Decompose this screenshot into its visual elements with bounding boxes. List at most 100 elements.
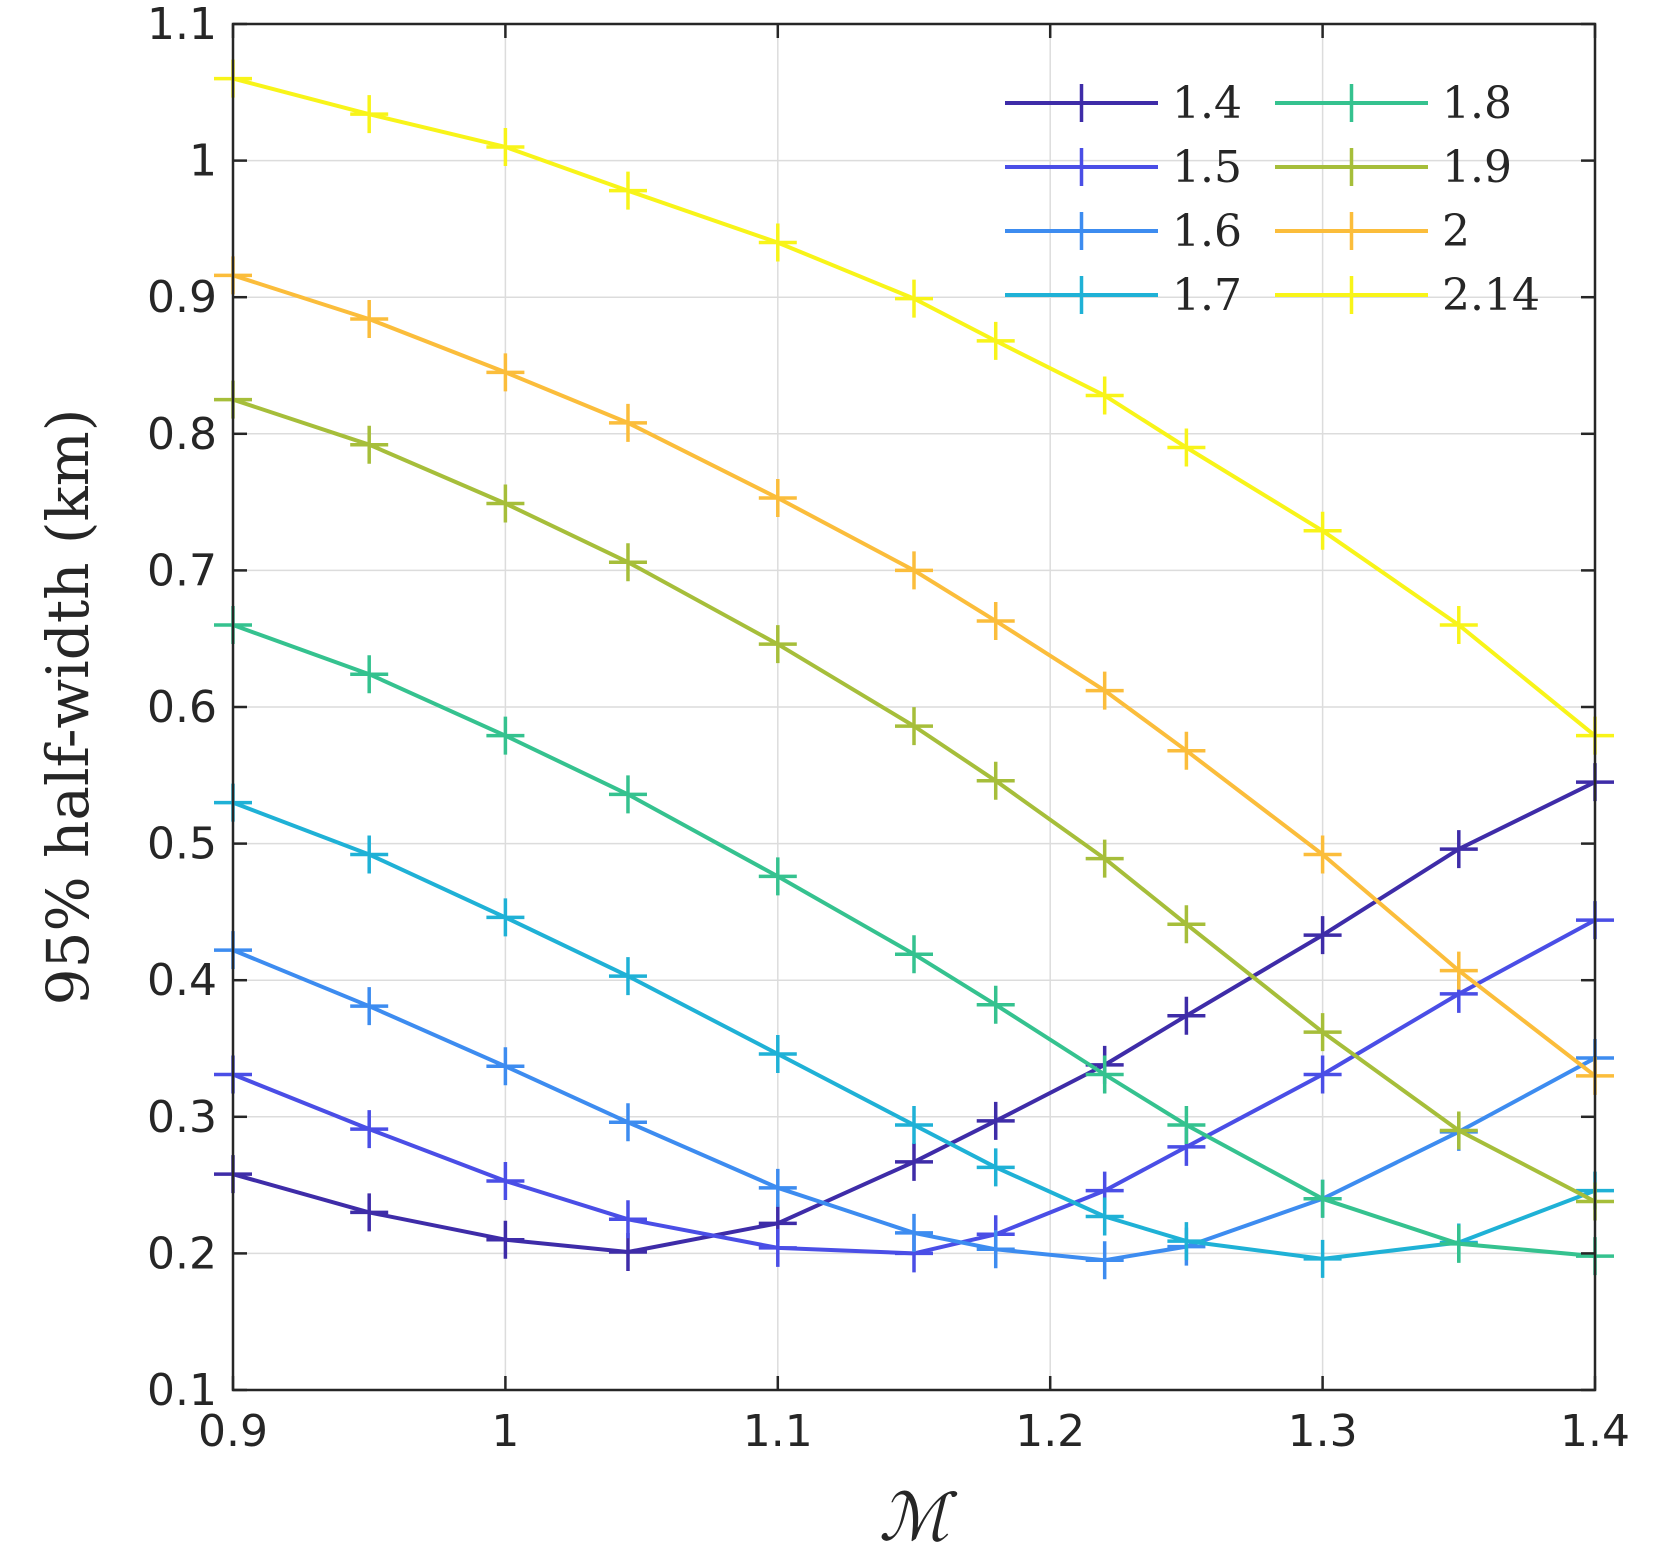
axis-ticks: 0.9 1 1.1 1.2 1.3 1.4 0.1 0.2 0.3 0.4 0.5 0.6 0.7 0.8…	[147, 0, 1630, 1457]
data-point-marker	[608, 171, 647, 210]
data-point-marker	[976, 321, 1015, 360]
legend: 1.4 1.5 1.6 1.7 1.8 1.9 2 2.14	[1005, 78, 1540, 321]
data-point-marker	[350, 835, 389, 874]
data-point-marker	[758, 1034, 797, 1073]
legend-label: 1.7	[1172, 270, 1242, 321]
y-tick-label: 0.3	[147, 1092, 217, 1143]
legend-entry: 1.5	[1005, 142, 1242, 193]
legend-label: 1.4	[1172, 78, 1242, 129]
legend-label: 1.6	[1172, 206, 1242, 257]
series-1-4	[214, 763, 1614, 1272]
legend-marker	[1062, 276, 1101, 314]
data-point-marker	[758, 479, 797, 518]
data-point-marker	[1439, 951, 1478, 990]
legend-entry: 1.4	[1005, 78, 1242, 129]
data-point-marker	[350, 1110, 389, 1149]
data-point-marker	[486, 353, 525, 392]
legend-label: 1.9	[1442, 142, 1512, 193]
y-tick-label: 0.2	[147, 1228, 217, 1279]
y-tick-label: 0.8	[147, 409, 217, 460]
y-tick-label: 1	[189, 136, 217, 187]
legend-marker	[1332, 212, 1371, 250]
data-point-marker	[486, 127, 525, 166]
data-point-marker	[1439, 830, 1478, 869]
legend-marker	[1062, 212, 1101, 250]
legend-marker	[1332, 276, 1371, 314]
data-point-marker	[1439, 606, 1478, 645]
data-point-marker	[1167, 1222, 1206, 1261]
data-point-marker	[895, 707, 933, 746]
data-point-marker	[976, 985, 1015, 1024]
data-point-marker	[1167, 428, 1206, 467]
y-tick-label: 1.1	[147, 0, 217, 50]
data-point-marker	[1303, 1239, 1342, 1278]
legend-entry: 1.7	[1005, 270, 1242, 321]
data-point-marker	[1303, 1055, 1342, 1094]
data-point-marker	[608, 543, 647, 582]
legend-entry: 1.6	[1005, 206, 1242, 257]
data-point-marker	[895, 935, 933, 974]
data-point-marker	[1303, 1013, 1342, 1052]
data-point-marker	[350, 425, 389, 464]
data-point-marker	[1085, 1241, 1124, 1280]
data-point-marker	[895, 279, 933, 318]
data-point-marker	[608, 1200, 647, 1239]
data-point-marker	[1085, 1197, 1124, 1236]
series-line	[232, 918, 1596, 1256]
data-point-marker	[486, 1162, 525, 1200]
y-tick-label: 0.7	[147, 545, 217, 596]
data-point-marker	[976, 1230, 1015, 1269]
x-axis-label: ℳ	[879, 1479, 958, 1556]
data-point-marker	[350, 655, 389, 694]
data-point-marker	[1085, 376, 1124, 415]
data-point-marker	[486, 484, 525, 523]
data-point-marker	[895, 1142, 933, 1181]
y-tick-label: 0.1	[147, 1365, 217, 1416]
data-point-marker	[350, 1193, 389, 1232]
data-point-marker	[608, 775, 647, 814]
data-point-marker	[1167, 731, 1206, 770]
data-point-marker	[895, 1213, 933, 1252]
data-point-marker	[1085, 839, 1124, 878]
legend-entry: 1.9	[1275, 142, 1512, 193]
data-point-marker	[486, 1220, 525, 1259]
data-point-marker	[608, 1233, 647, 1272]
data-point-marker	[1303, 1179, 1342, 1218]
legend-label: 2	[1442, 206, 1470, 257]
data-point-marker	[758, 1168, 797, 1207]
data-point-marker	[758, 1228, 797, 1267]
x-tick-label: 0.9	[198, 1406, 268, 1457]
data-point-marker	[486, 1047, 525, 1086]
legend-marker	[1332, 84, 1371, 122]
data-point-marker	[1303, 916, 1342, 955]
data-point-marker	[758, 223, 797, 262]
x-tick-label: 1	[491, 1406, 519, 1457]
data-point-marker	[1085, 1055, 1124, 1094]
y-tick-label: 0.6	[147, 682, 217, 733]
data-point-marker	[895, 551, 933, 590]
legend-entry: 2	[1275, 206, 1470, 257]
y-axis-label: 95% half-width (km)	[34, 409, 102, 1006]
x-tick-label: 1.2	[1015, 1406, 1085, 1457]
data-point-marker	[976, 1101, 1015, 1140]
legend-label: 2.14	[1442, 270, 1540, 321]
legend-entry: 2.14	[1275, 270, 1540, 321]
legend-marker	[1062, 84, 1101, 122]
data-point-marker	[1167, 905, 1206, 944]
data-point-marker	[350, 987, 389, 1026]
data-point-marker	[486, 898, 525, 937]
legend-marker	[1062, 148, 1101, 186]
data-point-marker	[486, 716, 525, 755]
series-line	[232, 780, 1596, 1254]
data-point-marker	[976, 1148, 1015, 1187]
series-line	[232, 76, 1597, 738]
data-point-marker	[1167, 996, 1206, 1035]
x-tick-label: 1.4	[1560, 1406, 1630, 1457]
data-point-marker	[976, 601, 1015, 640]
data-point-marker	[350, 300, 389, 339]
data-point-marker	[608, 957, 647, 996]
y-tick-label: 0.4	[147, 955, 217, 1006]
